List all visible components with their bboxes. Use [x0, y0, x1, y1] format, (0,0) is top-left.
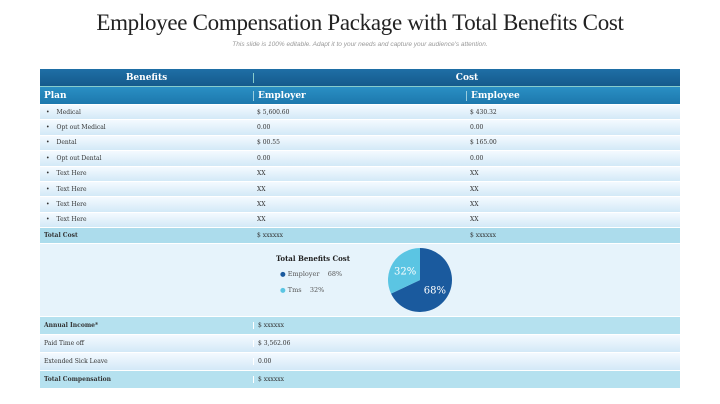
- summary-row: Total Compensation $ xxxxxx: [40, 370, 680, 389]
- pie-chart: 68% 32%: [388, 247, 452, 312]
- summary-row: Paid Time off $ 3,562.06: [40, 334, 680, 353]
- table-row: Text Here XX XX: [40, 181, 680, 198]
- plan-cell: Text Here: [40, 201, 253, 208]
- total-cost-employee: $ xxxxxx: [470, 231, 497, 239]
- table-row: Text Here XX XX: [40, 166, 680, 182]
- table-row: Opt out Dental 0.00 0.00: [40, 151, 680, 167]
- page-subtitle: This slide is 100% editable. Adapt it to…: [232, 41, 488, 48]
- plan-cell: Text Here: [40, 170, 253, 177]
- employee-cell: XX: [470, 201, 479, 209]
- header-row-group: Benefits Cost: [40, 69, 680, 87]
- benefits-header: Benefits: [125, 72, 168, 83]
- total-cost-label: Total Cost: [44, 231, 78, 239]
- employer-cell: 0.00: [257, 124, 271, 132]
- summary-value: $ xxxxxx: [253, 375, 466, 383]
- cost-header: Cost: [253, 72, 680, 83]
- table-row: Medical $ 5,600.60 $ 430.32: [40, 105, 680, 121]
- employee-cell: XX: [470, 185, 479, 193]
- total-cost-row: Total Cost $ xxxxxx $ xxxxxx: [40, 228, 680, 244]
- summary-label: Paid Time off: [44, 339, 84, 347]
- legend-label: Tms: [287, 285, 302, 294]
- employee-cell: $ 165.00: [470, 139, 497, 147]
- pie-slice-employer: [391, 247, 452, 312]
- pie-slice-tms: [388, 247, 420, 294]
- employee-cell: 0.00: [470, 154, 484, 162]
- employer-header: Employer: [253, 90, 466, 101]
- employee-cell: XX: [470, 216, 479, 224]
- table-row: Text Here XX XX: [40, 197, 680, 213]
- table-row: Text Here XX XX: [40, 212, 680, 229]
- legend-value: 68%: [327, 269, 343, 278]
- header-row-columns: Plan Employer Employee: [40, 87, 680, 105]
- employee-cell: XX: [470, 170, 479, 178]
- legend-value: 32%: [309, 285, 325, 294]
- plan-cell: Text Here: [40, 186, 253, 193]
- summary-value: 0.00: [253, 357, 466, 365]
- employer-cell: 0.00: [257, 154, 271, 162]
- chart-title: Total Benefits Cost: [276, 253, 350, 263]
- page-title: Employee Compensation Package with Total…: [96, 10, 624, 35]
- summary-value: $ xxxxxx: [253, 321, 466, 329]
- plan-cell: Dental: [40, 139, 253, 146]
- plan-cell: Opt out Dental: [40, 155, 253, 162]
- benefits-chart: Total Benefits Cost ● Employer 68% ● Tms…: [40, 243, 680, 317]
- pie-data-label: 68%: [424, 285, 446, 296]
- employee-header: Employee: [466, 90, 680, 101]
- summary-label: Total Compensation: [44, 375, 111, 383]
- table-row: Opt out Medical 0.00 0.00: [40, 120, 680, 136]
- legend-tms: ● Tms 32%: [280, 285, 325, 294]
- employer-cell: XX: [257, 185, 266, 193]
- summary-label: Extended Sick Leave: [44, 357, 108, 365]
- employer-cell: XX: [257, 201, 266, 209]
- plan-cell: Medical: [40, 109, 253, 116]
- compensation-table: Benefits Cost Plan Employer Employee Med…: [40, 69, 680, 389]
- legend-employer: ● Employer 68%: [280, 269, 343, 278]
- summary-row: Extended Sick Leave 0.00: [40, 352, 680, 371]
- plan-cell: Text Here: [40, 216, 253, 223]
- table-row: Dental $ 00.55 $ 165.00: [40, 135, 680, 152]
- employer-cell: XX: [257, 216, 266, 224]
- employer-cell: $ 5,600.60: [257, 108, 290, 116]
- employee-cell: 0.00: [470, 124, 484, 132]
- summary-row: Annual Income* $ xxxxxx: [40, 316, 680, 335]
- total-cost-employer: $ xxxxxx: [257, 231, 284, 239]
- plan-header: Plan: [44, 90, 67, 101]
- plan-cell: Opt out Medical: [40, 124, 253, 131]
- summary-value: $ 3,562.06: [253, 339, 466, 347]
- employee-cell: $ 430.32: [470, 108, 497, 116]
- pie-data-label: 32%: [394, 266, 416, 277]
- legend-label: Employer: [287, 269, 320, 278]
- summary-label: Annual Income*: [44, 321, 99, 329]
- employer-cell: XX: [257, 170, 266, 178]
- employer-cell: $ 00.55: [257, 139, 280, 147]
